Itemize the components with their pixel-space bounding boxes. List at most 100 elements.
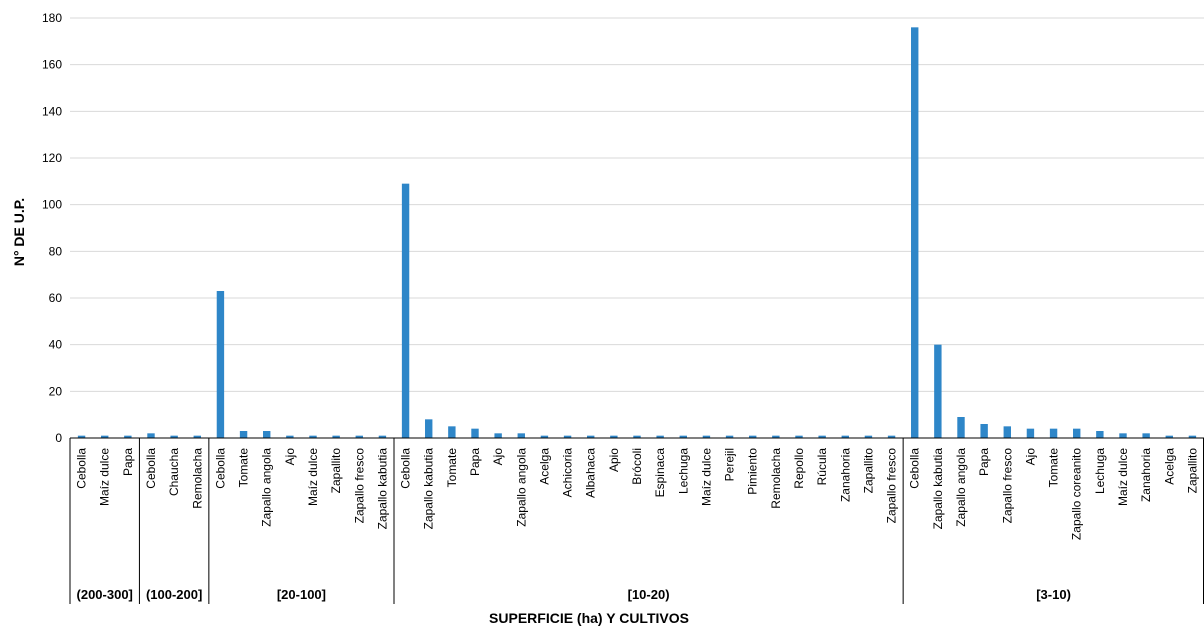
x-tick-label: Perejil (723, 448, 737, 481)
x-axis-title: SUPERFICIE (ha) Y CULTIVOS (489, 610, 689, 626)
y-tick-label: 0 (55, 431, 62, 445)
x-tick-label: Ajo (491, 448, 505, 466)
bar (795, 435, 803, 438)
x-tick-label: Maíz dulce (699, 448, 713, 506)
bar (332, 435, 340, 438)
bar (679, 435, 687, 438)
x-tick-label: Remolacha (769, 448, 783, 509)
x-tick-label: Lechuga (1093, 448, 1107, 494)
bar (77, 435, 86, 438)
group-labels: (200-300] (100-200] [20-100] [10-20) [3-10) (77, 587, 1071, 602)
bar (934, 344, 942, 438)
x-tick-label: Papa (121, 448, 135, 476)
bar (633, 435, 641, 438)
x-tick-label: Zapallo angola (514, 448, 528, 527)
y-tick-label: 180 (42, 11, 62, 25)
bar (309, 435, 317, 438)
bar (494, 433, 502, 438)
bar (239, 431, 248, 438)
group-label: (100-200] (146, 587, 202, 602)
bar (1003, 426, 1011, 438)
x-tick-label: Zapallo coreanito (1070, 448, 1084, 540)
x-tick-label: Zanahoria (1139, 448, 1153, 502)
bar (725, 435, 734, 438)
x-tick-label: Zapallito (1185, 448, 1199, 494)
bar (864, 435, 873, 438)
bar (610, 435, 618, 438)
bar (147, 433, 155, 438)
x-tick-label: Tomate (1047, 448, 1061, 488)
bar (425, 419, 433, 438)
bar (216, 291, 225, 438)
x-tick-label: Papa (977, 448, 991, 476)
y-tick-label: 40 (49, 338, 63, 352)
bar (1096, 431, 1104, 438)
y-tick-label: 120 (42, 151, 62, 165)
bar (124, 435, 132, 438)
x-tick-label: Zapallo fresco (885, 448, 899, 524)
bar (563, 435, 572, 438)
x-tick-label: Zapallo angola (954, 448, 968, 527)
x-tick-label: Repollo (792, 448, 806, 489)
group-label: [10-20) (628, 587, 670, 602)
bar (1073, 428, 1081, 438)
group-label: [20-100] (277, 587, 326, 602)
x-tick-label: Remolacha (190, 448, 204, 509)
x-tick-label: Zapallo fresco (1000, 448, 1014, 524)
y-axis-title: N° DE U.P. (11, 198, 27, 266)
x-tick-label: Zanahoria (838, 448, 852, 502)
x-tick-label: Apio (607, 448, 621, 472)
bar (841, 435, 849, 438)
x-tick-label: Acelga (1162, 448, 1176, 485)
bar (1165, 435, 1173, 438)
x-tick-label: Rúcula (815, 448, 829, 486)
bar (911, 27, 919, 438)
y-tick-label: 140 (42, 104, 62, 118)
bar (170, 435, 178, 438)
y-tick-label: 80 (49, 244, 63, 258)
bar (957, 417, 965, 438)
y-tick-label: 60 (49, 291, 63, 305)
x-tick-label: Ajo (1023, 448, 1037, 466)
bar (1026, 428, 1035, 438)
bar (378, 435, 387, 438)
x-tick-label: Maíz dulce (306, 448, 320, 506)
bar (587, 435, 595, 438)
bar (401, 183, 410, 438)
x-tick-label: Zapallo kabutia (422, 448, 436, 530)
x-tick-label: Papa (468, 448, 482, 476)
x-tick-label: Brócoli (630, 448, 644, 485)
y-tick-label: 20 (49, 384, 63, 398)
bar (980, 424, 988, 438)
bar (1142, 433, 1150, 438)
y-tick-label: 160 (42, 58, 62, 72)
x-tick-label: Cebolla (399, 448, 413, 489)
bar (540, 435, 549, 438)
x-tick-label: Cebolla (908, 448, 922, 489)
bar (818, 435, 826, 438)
category-labels: Cebolla Maíz dulce Papa Cebolla Chaucha Remol… (75, 448, 1200, 540)
bar (1049, 428, 1058, 438)
x-tick-label: Tomate (237, 448, 251, 488)
gridlines (70, 17, 1204, 392)
bar (471, 428, 479, 438)
x-tick-label: Ajo (283, 448, 297, 466)
bar (772, 435, 780, 438)
x-tick-label: Tomate (445, 448, 459, 488)
x-tick-label: Pimiento (746, 448, 760, 495)
x-tick-label: Espinaca (653, 448, 667, 498)
x-tick-label: Chaucha (167, 448, 181, 496)
bar (193, 435, 201, 438)
bar (517, 433, 525, 438)
bar (702, 435, 711, 438)
x-tick-label: Zapallito (861, 448, 875, 494)
bar (1119, 433, 1127, 438)
x-tick-label: Zapallo fresco (352, 448, 366, 524)
x-tick-label: Acelga (537, 448, 551, 485)
bar (1188, 435, 1197, 438)
y-axis-ticks: 0 20 40 60 80 100 120 140 160 180 (42, 11, 62, 445)
bar (448, 426, 456, 438)
group-label: (200-300] (77, 587, 133, 602)
